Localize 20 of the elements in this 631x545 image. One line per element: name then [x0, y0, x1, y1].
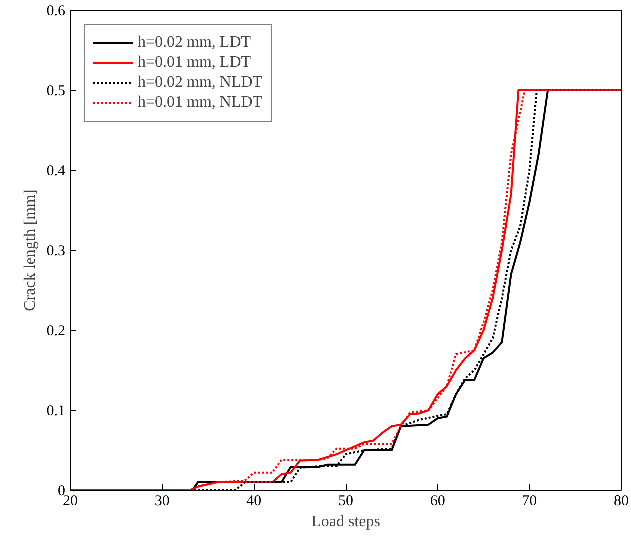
y-tick-label: 0.5: [46, 84, 66, 100]
y-tick-label: 0.6: [46, 4, 66, 20]
x-tick-label: 80: [614, 494, 629, 510]
x-tick-label: 50: [338, 494, 354, 510]
legend-label: h=0.02 mm, NLDT: [138, 73, 263, 93]
y-axis-title: Crack length [mm]: [22, 190, 39, 312]
x-tick-label: 70: [522, 494, 538, 510]
y-tick-label: 0.2: [46, 324, 66, 340]
y-tick-label: 0: [58, 484, 66, 500]
y-tick-label: 0.1: [46, 404, 66, 420]
x-tick-label: 30: [154, 494, 170, 510]
x-tick-label: 60: [430, 494, 446, 510]
y-tick-label: 0.4: [46, 164, 66, 180]
x-axis-title: Load steps: [312, 514, 380, 530]
legend-label: h=0.02 mm, LDT: [138, 33, 252, 53]
x-tick-label: 40: [246, 494, 262, 510]
x-tick-label: 20: [63, 494, 78, 510]
y-tick-label: 0.3: [46, 244, 66, 260]
legend-label: h=0.01 mm, LDT: [138, 53, 252, 73]
legend-label: h=0.01 mm, NLDT: [138, 93, 263, 113]
